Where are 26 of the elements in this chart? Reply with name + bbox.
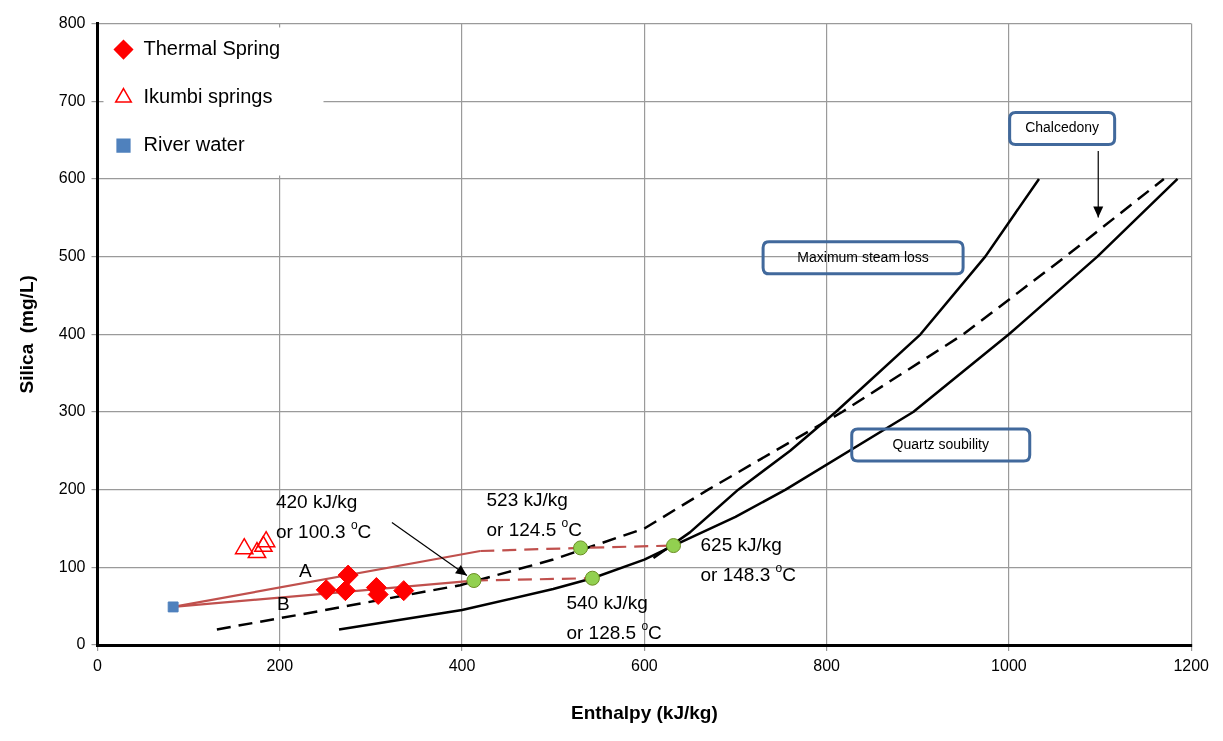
y-tick-label: 200 (58, 480, 86, 498)
x-tick-label: 1000 (991, 657, 1027, 675)
legend-label: River water (143, 133, 245, 156)
y-tick-label: 100 (58, 557, 86, 575)
y-tick-label: 0 (76, 635, 86, 653)
y-tick-label: 600 (58, 169, 86, 187)
legend-label: Ikumbi springs (143, 85, 273, 108)
x-tick-label: 600 (631, 657, 658, 675)
x-tick-label: 200 (266, 657, 294, 675)
x-tick-label: 0 (93, 657, 103, 675)
text: Maximum steam loss (797, 248, 929, 265)
series-label: Quartz soubility (892, 435, 989, 452)
x-tick-label: 800 (813, 657, 841, 675)
y-tick-label: 500 (58, 247, 86, 265)
legend-label: Thermal Spring (143, 37, 281, 60)
series-label: B (277, 592, 290, 614)
x-tick-label: 1200 (1173, 657, 1210, 675)
y-tick-label: 700 (58, 91, 86, 109)
y-tick-label: 800 (58, 14, 86, 32)
x-axis-title: Enthalpy (kJ/kg) (570, 701, 718, 723)
x-tick-label: 400 (448, 657, 476, 675)
y-tick-label: 400 (58, 324, 86, 342)
y-tick-label: 300 (58, 402, 86, 420)
series-label: A (298, 559, 312, 581)
y-axis-title: Silica (mg/L) (15, 275, 37, 394)
text: Chalcedony (1025, 119, 1100, 136)
